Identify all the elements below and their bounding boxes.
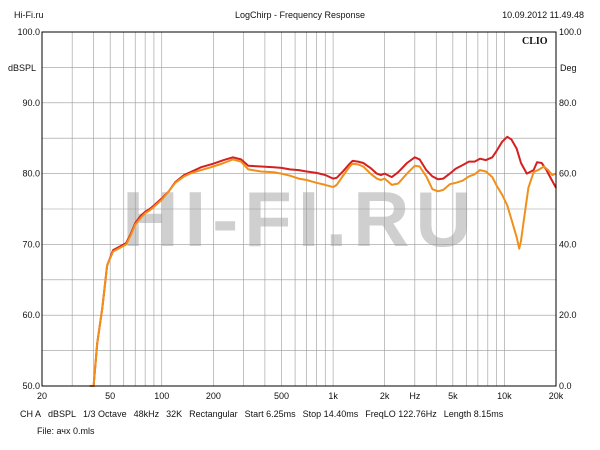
x-tick-label: 20k — [549, 391, 564, 401]
x-tick-label: 500 — [274, 391, 289, 401]
brand-logo: CLIO — [522, 36, 548, 47]
x-tick-label: 50 — [105, 391, 115, 401]
status-item: FreqLO 122.76Hz — [365, 409, 437, 419]
status-item: 1/3 Octave — [83, 409, 127, 419]
status-item: 32K — [166, 409, 183, 419]
watermark-text: HI-FI.RU — [122, 175, 478, 263]
x-tick-label: Hz — [409, 391, 420, 401]
response-curve-red — [89, 135, 557, 387]
chart-grid — [42, 32, 556, 386]
chart-title: LogChirp - Frequency Response — [234, 10, 366, 20]
response-curve-orange — [89, 158, 557, 387]
x-tick-label: 20 — [37, 391, 47, 401]
right-tick-label: 20.0 — [559, 310, 577, 320]
right-tick-label: 80.0 — [559, 98, 577, 108]
status-item: Start 6.25ms — [244, 409, 296, 419]
right-axis-unit: Deg — [560, 63, 577, 73]
site-label: Hi-Fi.ru — [14, 10, 44, 20]
left-tick-label: 50.0 — [22, 381, 40, 391]
right-tick-label: 40.0 — [559, 239, 577, 249]
left-tick-label: 60.0 — [22, 310, 40, 320]
status-item: Rectangular — [189, 409, 238, 419]
datetime-label: 10.09.2012 11.49.48 — [502, 10, 584, 20]
status-item: 48kHz — [133, 409, 160, 419]
x-tick-label: 1k — [328, 391, 338, 401]
left-tick-label: 100.0 — [17, 27, 40, 37]
left-axis-unit: dBSPL — [8, 63, 36, 73]
x-tick-label: 2k — [380, 391, 390, 401]
right-axis-ticks: 100.0 80.0 60.0 40.0 20.0 0.0 — [559, 27, 582, 391]
watermark: HI-FI.RU — [122, 175, 478, 263]
left-axis-ticks: 100.0 90.0 80.0 70.0 60.0 50.0 — [17, 27, 40, 391]
x-tick-label: 100 — [154, 391, 169, 401]
plot-frame — [41, 31, 557, 387]
right-tick-label: 100.0 — [559, 27, 582, 37]
status-item: Length 8.15ms — [443, 409, 504, 419]
x-tick-label: 5k — [448, 391, 458, 401]
x-tick-label: 10k — [497, 391, 512, 401]
status-item: dBSPL — [48, 409, 77, 419]
right-tick-label: 60.0 — [559, 169, 577, 179]
left-tick-label: 70.0 — [22, 239, 40, 249]
left-tick-label: 90.0 — [22, 98, 40, 108]
series-layer — [89, 135, 557, 387]
x-tick-label: 200 — [206, 391, 221, 401]
right-tick-label: 0.0 — [559, 381, 572, 391]
file-label: File: ачх 0.mls — [37, 426, 95, 436]
status-item: CH A — [20, 409, 42, 419]
status-item: Stop 14.40ms — [302, 409, 359, 419]
status-row: CH A dBSPL 1/3 Octave 48kHz 32K Rectangular St… — [20, 409, 510, 419]
x-axis-ticks: 20 50 100 200 500 1k 2k Hz 5k 10k 20k — [37, 391, 564, 401]
left-tick-label: 80.0 — [22, 169, 40, 179]
